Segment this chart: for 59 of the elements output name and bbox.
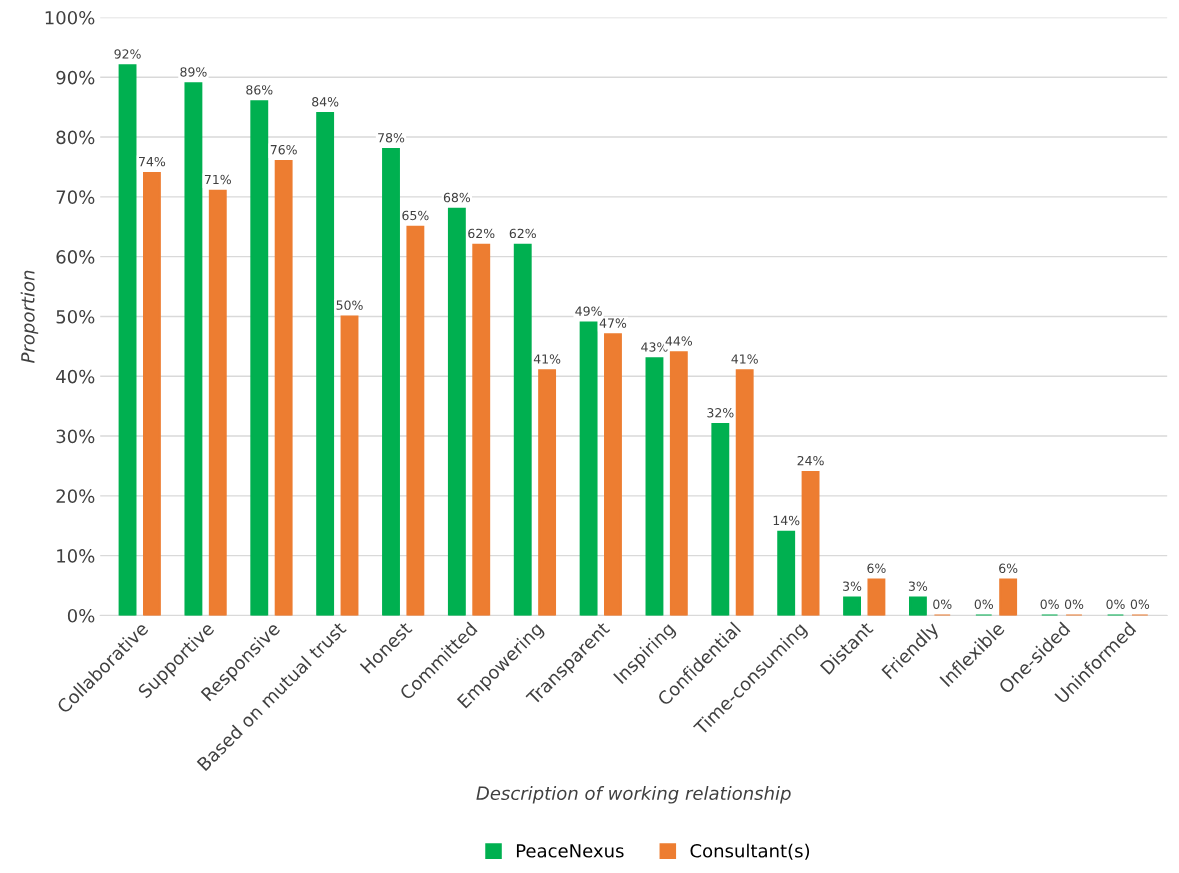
bar [142,171,161,616]
y-tick-label: 90% [56,70,95,85]
data-label: 24% [797,455,824,466]
bar [274,159,293,616]
data-label: 0% [933,599,952,609]
data-label: 41% [731,354,758,364]
data-label: 0% [1106,599,1125,609]
data-label: 3% [908,581,928,591]
y-tick-label: 50% [56,309,95,324]
x-axis-title: Description of working relationship [476,786,791,804]
data-label: 62% [509,228,536,239]
data-label: 0% [1064,599,1084,609]
bar [513,243,532,616]
bar [669,351,688,616]
y-tick-label: 10% [57,549,95,563]
y-tick-label: 70% [56,190,95,204]
bar [184,82,203,616]
bar [406,225,425,616]
data-label: 76% [270,144,297,155]
y-tick-label: 0% [67,608,95,623]
bar [472,243,491,616]
data-label: 74% [139,156,166,167]
data-label: 6% [867,563,886,573]
data-label: 0% [1040,599,1059,609]
bar [447,207,466,616]
y-tick-label: 40% [56,369,95,384]
bar [208,189,227,616]
bar [777,530,796,616]
y-tick-label: 60% [56,250,95,264]
data-label: 49% [575,306,602,316]
data-label: 0% [974,599,993,609]
bar [538,369,557,616]
y-tick-label: 80% [56,130,95,145]
y-axis-title: Proportion [20,270,39,363]
bar [340,315,359,616]
data-label: 62% [468,228,495,239]
data-label: 68% [443,192,471,203]
data-label: 78% [378,132,405,143]
data-label: 86% [246,85,273,95]
bar [579,321,598,616]
data-label: 92% [114,49,141,59]
y-tick-label: 100% [45,10,95,25]
data-label: 47% [599,318,627,328]
data-label: 0% [1130,599,1150,609]
data-label: 3% [843,581,862,591]
data-label: 41% [533,354,561,364]
data-label: 6% [999,563,1018,573]
legend-label: Consultant(s) [690,843,810,860]
data-label: 65% [402,210,429,221]
legend-label: PeaceNexus [516,844,624,858]
data-label: 84% [312,97,339,107]
data-label: 71% [204,174,231,185]
data-label: 32% [707,408,734,418]
data-label: 50% [336,300,363,310]
y-tick-label: 30% [56,429,95,444]
y-tick-label: 20% [56,489,95,503]
data-label: 14% [773,515,800,526]
bar [382,147,400,616]
data-label: 89% [180,67,207,77]
